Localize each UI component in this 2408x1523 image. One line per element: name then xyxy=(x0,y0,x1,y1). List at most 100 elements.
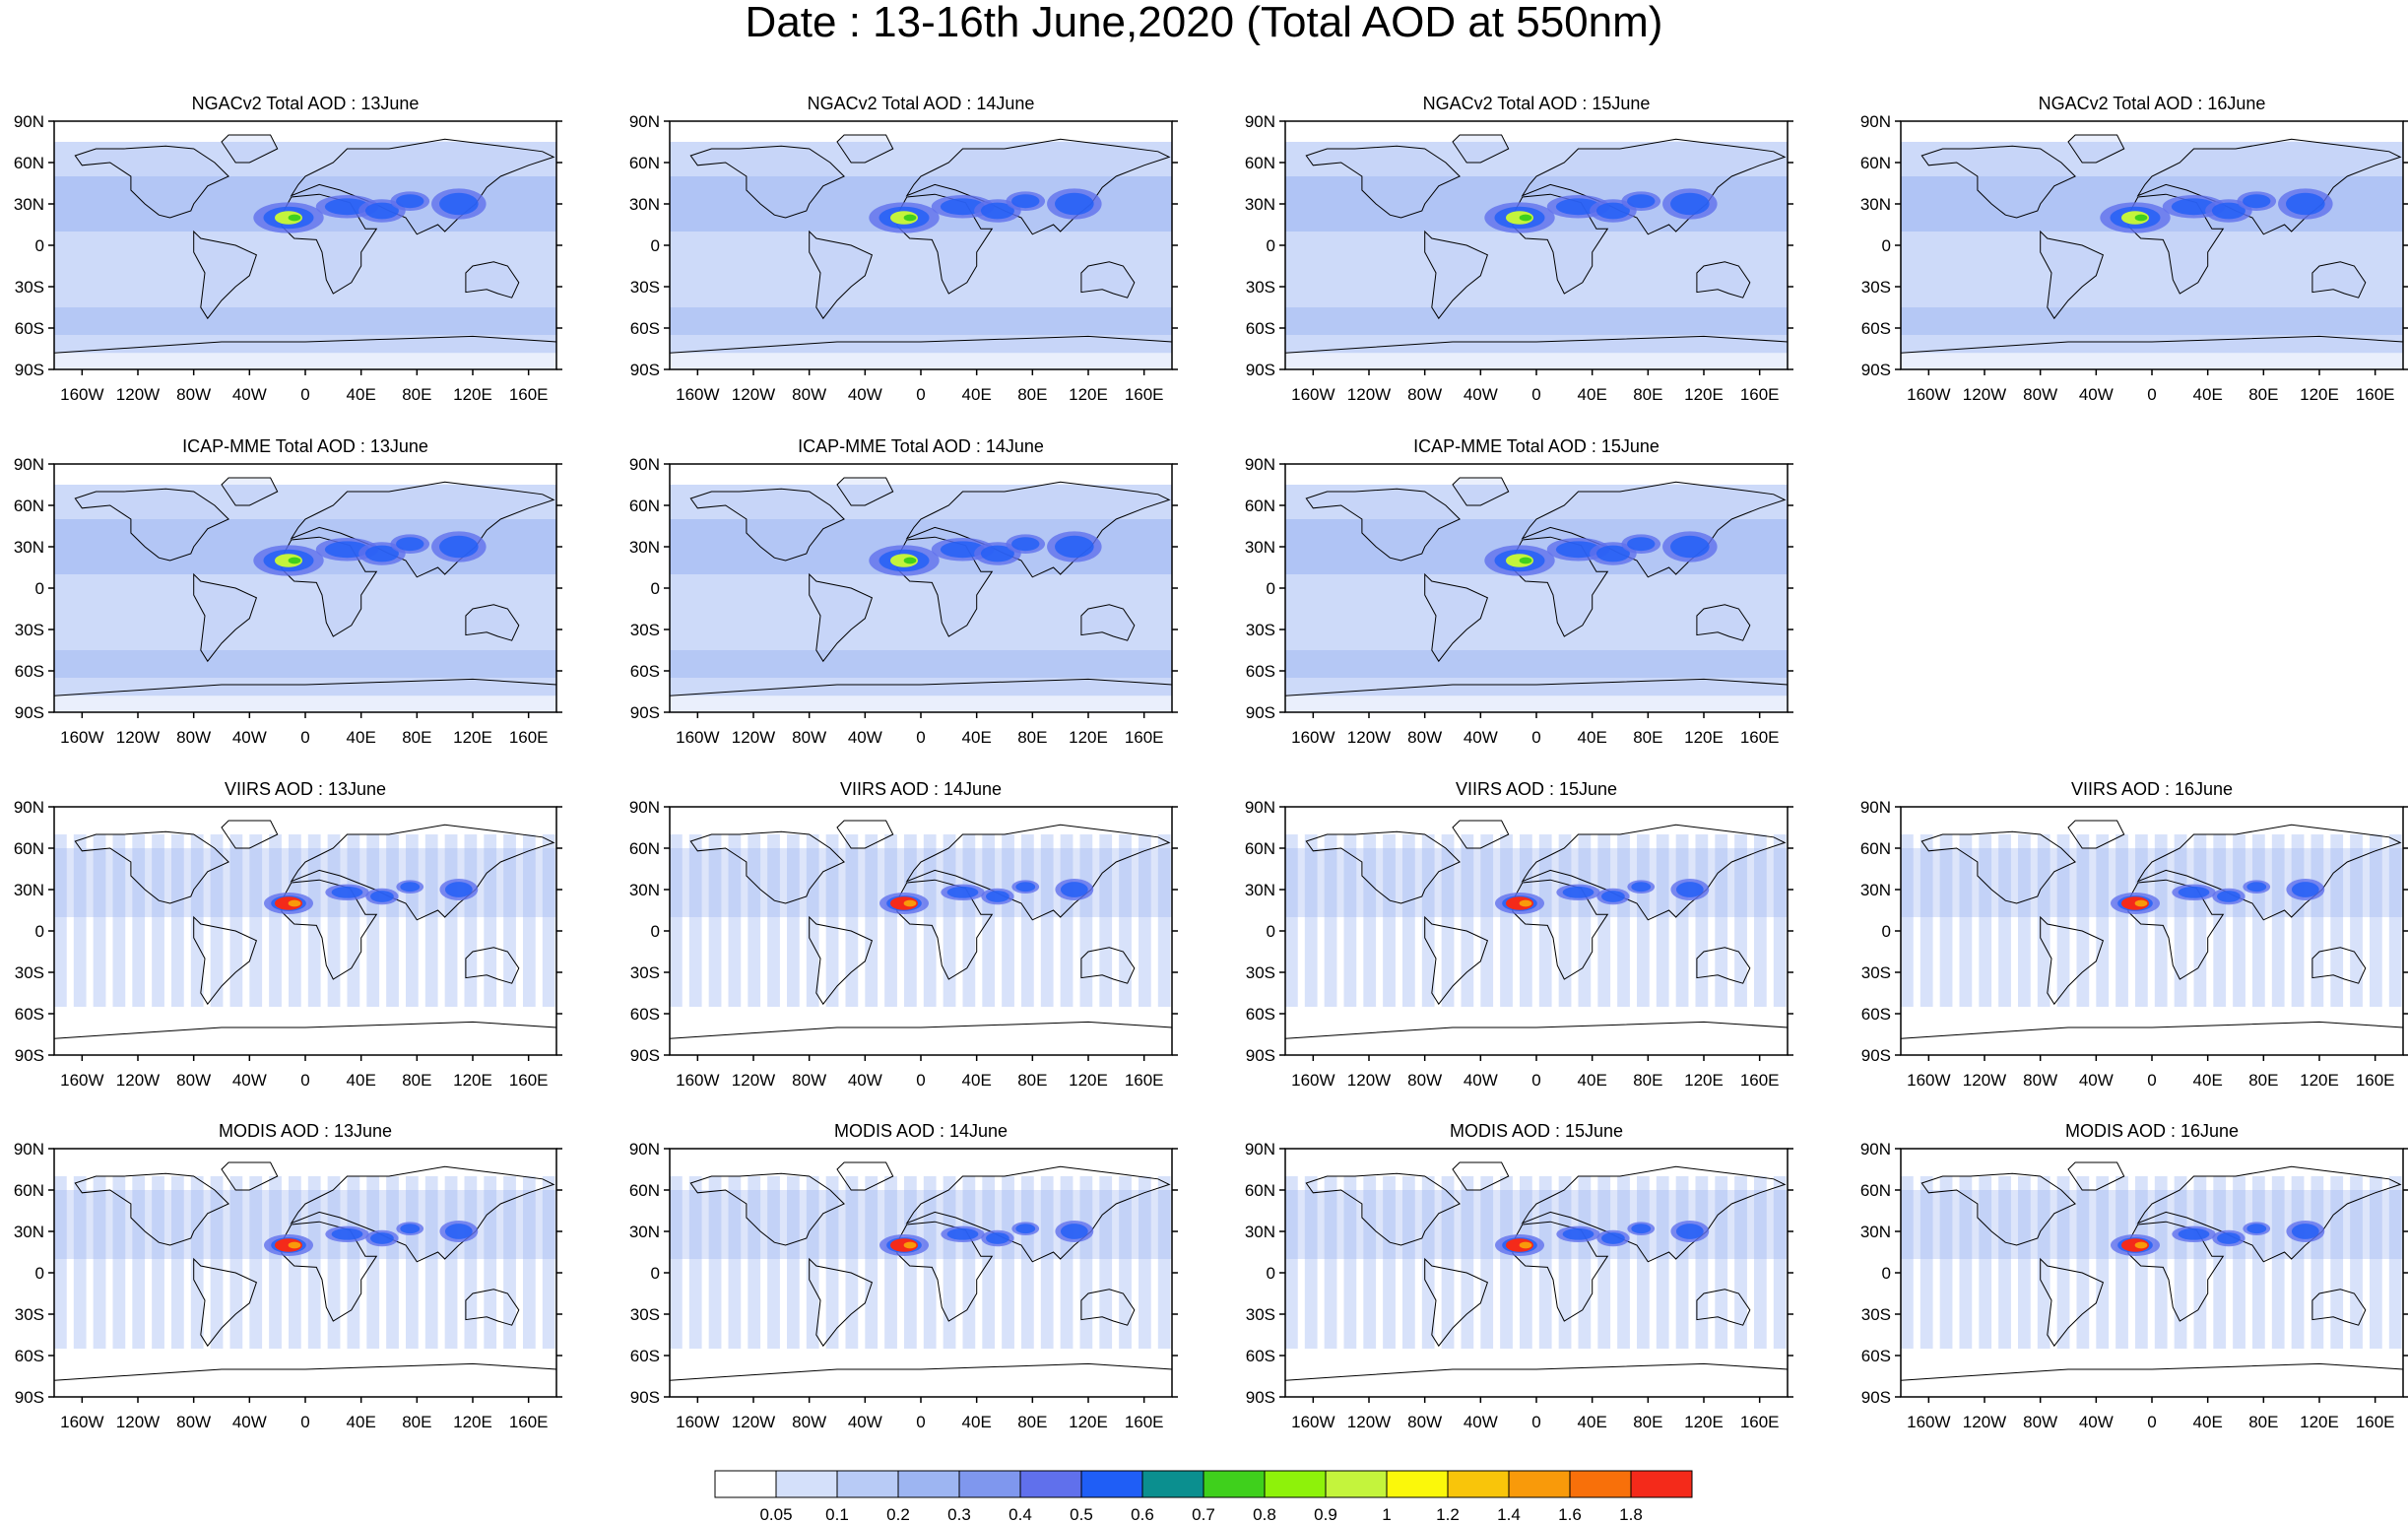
lon-tick-label: 80W xyxy=(2023,385,2057,404)
lat-tick-label: 90N xyxy=(14,112,44,131)
aod-swath xyxy=(2076,834,2090,1007)
lon-tick-label: 120E xyxy=(2300,1071,2339,1090)
map-background xyxy=(670,807,1172,1055)
aod-swath xyxy=(2018,1176,2031,1349)
aod-swath xyxy=(1324,1176,1337,1349)
lat-tick-label: 30S xyxy=(630,1305,660,1324)
lon-tick-label: 160E xyxy=(509,728,549,747)
aod-swath xyxy=(767,1176,780,1349)
coastline xyxy=(809,1257,874,1348)
lon-tick-label: 160E xyxy=(1740,1071,1780,1090)
map-panel: MODIS AOD : 14June 90N 60N 30N 0 30S 60S 90S 160… xyxy=(629,1121,1178,1431)
aod-swath xyxy=(1979,1176,1992,1349)
lat-tick-label: 0 xyxy=(1882,236,1891,255)
lat-tick-label: 60S xyxy=(1246,1347,1275,1365)
lat-tick-label: 60N xyxy=(14,497,44,515)
aod-swath xyxy=(1079,834,1093,1007)
aod-high xyxy=(1627,537,1656,552)
aod-swath xyxy=(1383,1176,1396,1349)
aod-swath xyxy=(2056,834,2070,1007)
lon-tick-label: 160W xyxy=(676,728,719,747)
aod-swath xyxy=(1363,834,1377,1007)
aod-swath xyxy=(289,834,301,1007)
lat-tick-label: 30S xyxy=(630,278,660,297)
lon-tick-label: 40E xyxy=(1578,728,1607,747)
aod-swath xyxy=(2056,1176,2070,1349)
aod-high xyxy=(1055,535,1094,559)
lat-tick-label: 60S xyxy=(630,1347,660,1365)
aod-swath xyxy=(229,1176,243,1349)
lat-tick-label: 60S xyxy=(1246,662,1275,681)
aod-band xyxy=(1901,307,2403,335)
colorbar-label: 1.4 xyxy=(1497,1505,1521,1523)
map-background xyxy=(1285,807,1788,1055)
coastline xyxy=(836,820,894,849)
aod-high xyxy=(1675,1224,1704,1239)
aod-high xyxy=(946,886,979,898)
lat-tick-label: 0 xyxy=(651,1264,660,1283)
aod-swath xyxy=(1285,834,1298,1007)
aod-swath xyxy=(2154,1176,2168,1349)
map-panel: ICAP-MME Total AOD : 14June 90N 60N 30N 0 30S… xyxy=(629,436,1178,747)
aod-swath xyxy=(2291,1176,2305,1349)
lon-tick-label: 80E xyxy=(402,1071,431,1090)
lat-tick-label: 30N xyxy=(14,1223,44,1241)
lon-tick-label: 160W xyxy=(1907,385,1950,404)
lon-tick-label: 80W xyxy=(2023,1071,2057,1090)
lat-tick-label: 60S xyxy=(1246,319,1275,338)
coastline xyxy=(1452,820,1510,849)
colorbar-label: 1.8 xyxy=(1619,1505,1643,1523)
coastline xyxy=(465,604,520,641)
aod-high xyxy=(1670,192,1710,216)
lon-tick-label: 120W xyxy=(732,1071,775,1090)
lon-tick-label: 0 xyxy=(300,1413,309,1431)
coastline xyxy=(809,915,874,1006)
aod-swath xyxy=(1343,834,1357,1007)
aod-swath xyxy=(1773,1176,1787,1349)
aod-high xyxy=(1627,194,1656,209)
aod-high xyxy=(1011,537,1040,552)
coastline xyxy=(2040,230,2105,320)
aod-swath xyxy=(1578,1176,1592,1349)
lat-tick-label: 30N xyxy=(1860,195,1891,214)
coastline xyxy=(221,477,279,506)
aod-swath xyxy=(2388,834,2402,1007)
aod-swath xyxy=(152,834,164,1007)
lon-tick-label: 120W xyxy=(1963,385,2006,404)
coastline xyxy=(193,230,258,320)
colorbar-label: 0.7 xyxy=(1192,1505,1215,1523)
colorbar-swatch xyxy=(1203,1470,1266,1498)
aod-swath xyxy=(93,1176,106,1349)
lat-tick-label: 90S xyxy=(15,361,44,379)
aod-swath xyxy=(210,1176,224,1349)
aod-peak xyxy=(2134,214,2148,222)
lat-tick-label: 60N xyxy=(1245,497,1275,515)
lon-tick-label: 80E xyxy=(1633,1071,1662,1090)
aod-swath xyxy=(2330,1176,2344,1349)
aod-high xyxy=(1601,891,1625,902)
coastline xyxy=(1424,572,1489,663)
lat-tick-label: 60N xyxy=(14,154,44,172)
aod-swath xyxy=(1558,834,1572,1007)
aod-swath xyxy=(1304,834,1318,1007)
lon-tick-label: 40E xyxy=(2193,385,2223,404)
aod-swath xyxy=(2174,834,2187,1007)
lon-tick-label: 80E xyxy=(402,1413,431,1431)
colorbar-swatch xyxy=(1447,1470,1510,1498)
coastline xyxy=(193,572,258,663)
aod-swath xyxy=(748,1176,761,1349)
panel-title: ICAP-MME Total AOD : 14June xyxy=(798,436,1044,456)
lon-tick-label: 40W xyxy=(848,385,882,404)
aod-swath xyxy=(1998,1176,2011,1349)
lat-tick-label: 60S xyxy=(630,662,660,681)
coastline xyxy=(1512,1221,1609,1322)
aod-swath xyxy=(73,834,87,1007)
aod-peak xyxy=(1519,899,1532,907)
map-panel: VIIRS AOD : 16June 90N 60N 30N 0 30S 60S 90S 160… xyxy=(1860,779,2408,1090)
lon-tick-label: 0 xyxy=(1531,385,1540,404)
colorbar-label: 0.3 xyxy=(947,1505,971,1523)
lat-tick-label: 30N xyxy=(14,538,44,557)
lat-tick-label: 30S xyxy=(1861,278,1891,297)
lon-tick-label: 160E xyxy=(1125,1071,1164,1090)
aod-swath xyxy=(1715,1176,1728,1349)
